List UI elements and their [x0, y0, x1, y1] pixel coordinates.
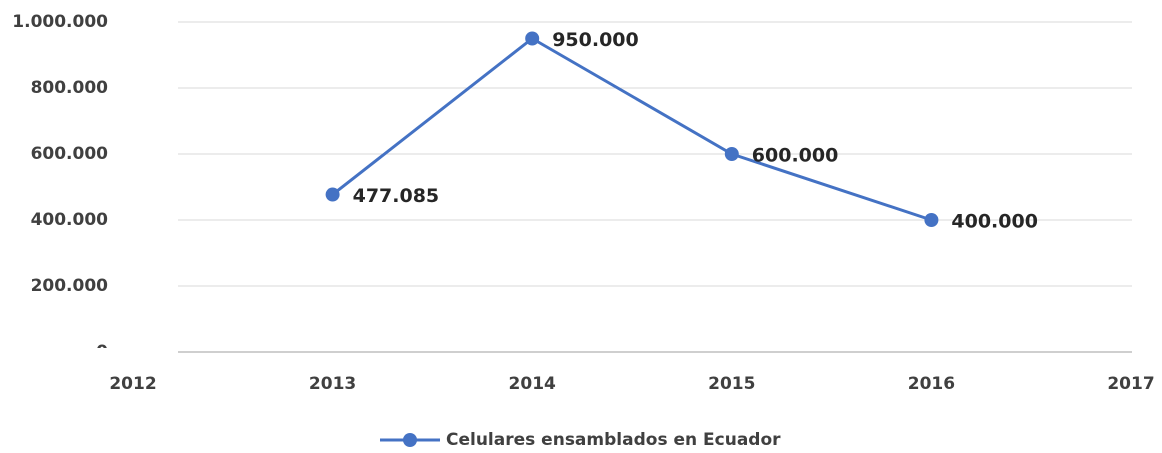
data-point: [525, 31, 540, 46]
x-tick-label: 2012: [109, 374, 156, 394]
y-tick-label: 0: [96, 342, 108, 362]
data-label: 400.000: [951, 211, 1038, 233]
data-label: 600.000: [752, 145, 839, 167]
y-tick-label: 200.000: [31, 276, 109, 296]
x-tick-label: 2013: [309, 374, 356, 394]
data-point: [924, 213, 939, 227]
data-label: 950.000: [552, 29, 639, 51]
y-tick-label: 600.000: [31, 144, 109, 164]
data-point: [724, 147, 739, 161]
legend-label: Celulares ensamblados en Ecuador: [446, 430, 781, 450]
data-label: 477.085: [353, 185, 440, 207]
y-tick-label: 800.000: [31, 78, 109, 98]
x-tick-label: 2017: [1107, 374, 1154, 394]
y-tick-label: 400.000: [31, 210, 109, 230]
series-line: [331, 36, 932, 222]
y-tick-label: 1.000.000: [12, 12, 108, 32]
x-tick-label: 2014: [509, 374, 556, 394]
y-axis-labels: 0 200.000 400.000 600.000 800.000 1.000.000: [12, 12, 109, 362]
x-tick-label: 2016: [908, 374, 955, 394]
data-point: [325, 187, 340, 202]
legend-marker: [403, 433, 417, 447]
x-tick-label: 2015: [708, 374, 755, 394]
